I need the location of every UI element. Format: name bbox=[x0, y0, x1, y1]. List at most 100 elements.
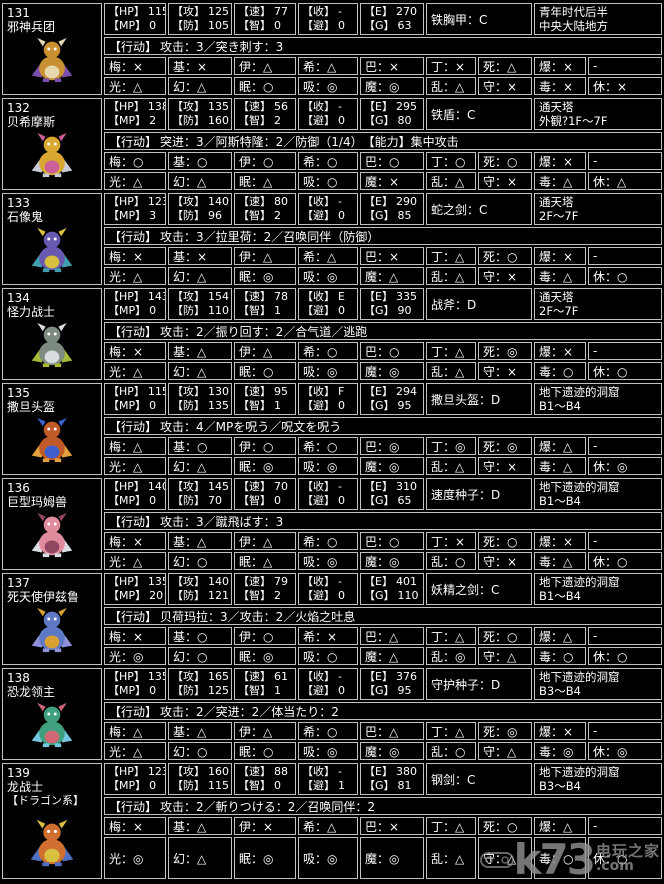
resist-bagi-cell: 巴：○ bbox=[360, 342, 424, 360]
resist-dein-cell: 丁：○ bbox=[426, 152, 476, 170]
resist-hyado-cell: 希：○ bbox=[298, 152, 358, 170]
location-cell: 通天塔 外観?1F～7F bbox=[534, 98, 662, 130]
atk-label: 【攻】 bbox=[172, 765, 205, 778]
def-value: 96 bbox=[208, 209, 222, 222]
monster-info-cell: 135 撒旦头盔 bbox=[2, 383, 102, 475]
exp-value: 295 bbox=[395, 100, 417, 113]
spd-line: 【速】 56 bbox=[238, 100, 292, 114]
int-value: 1 bbox=[274, 684, 281, 697]
exp-value: 401 bbox=[395, 575, 417, 588]
monster-name: 龙战士 bbox=[7, 780, 44, 794]
atk-label: 【攻】 bbox=[172, 385, 205, 398]
resist-hyado-cell: 希：○ bbox=[298, 342, 358, 360]
mp-label: 【MP】 bbox=[108, 209, 147, 222]
gold-label: 【G】 bbox=[364, 209, 395, 222]
resist-illusion-cell: 幻：△ bbox=[168, 172, 232, 190]
hp-label: 【HP】 bbox=[108, 575, 145, 588]
exp-label: 【E】 bbox=[364, 100, 393, 113]
resist-poison-cell: 毒：○ bbox=[534, 362, 586, 380]
spd-value: 77 bbox=[274, 5, 288, 18]
location-cell: 地下遗迹的洞窟 B1～B4 bbox=[534, 573, 662, 605]
int-label: 【智】 bbox=[238, 494, 271, 507]
collect-label: 【收】 bbox=[302, 670, 335, 683]
int-line: 【智】 0 bbox=[238, 779, 292, 793]
resist-gira-cell: 基：△ bbox=[168, 722, 232, 740]
resist-sleep-cell: 眠：△ bbox=[234, 552, 296, 570]
drop-item-cell: 守护种子：D bbox=[426, 668, 532, 700]
mp-label: 【MP】 bbox=[108, 779, 147, 792]
spd-value: 78 bbox=[274, 290, 288, 303]
atk-label: 【攻】 bbox=[172, 480, 205, 493]
resist-gira-cell: 基：△ bbox=[168, 817, 232, 835]
dodge-value: 0 bbox=[338, 19, 345, 32]
resist-absorb-cell: 吸：○ bbox=[298, 647, 358, 665]
mp-line: 【MP】 3 bbox=[108, 209, 162, 223]
int-label: 【智】 bbox=[238, 114, 271, 127]
monster-name: 怪力战士 bbox=[7, 305, 56, 319]
resist-rest-cell: 休：○ bbox=[588, 647, 662, 665]
drop-item-cell: 钢剑：C bbox=[426, 763, 532, 795]
resist-hyado-cell: 希：△ bbox=[298, 817, 358, 835]
stat-spd-int-cell: 【速】 61 【智】 1 bbox=[234, 668, 296, 700]
atk-line: 【攻】 145 bbox=[172, 480, 229, 494]
resist-hyado-cell: 希：○ bbox=[298, 437, 358, 455]
hp-line: 【HP】138 bbox=[108, 100, 165, 114]
gold-label: 【G】 bbox=[364, 399, 395, 412]
def-value: 121 bbox=[208, 589, 229, 602]
collect-label: 【收】 bbox=[302, 480, 335, 493]
resist-dash-cell: - bbox=[588, 437, 662, 455]
resist-rest-cell: 休：○ bbox=[588, 837, 662, 879]
resist-light-cell: 光：◎ bbox=[104, 837, 166, 879]
resist-rest-cell: 休：○ bbox=[588, 552, 662, 570]
resist-sleep-cell: 眠：△ bbox=[234, 172, 296, 190]
drop-item-cell: 蛇之剑：C bbox=[426, 193, 532, 225]
gold-line: 【G】 95 bbox=[364, 399, 420, 413]
resist-bagi-cell: 巴：× bbox=[360, 247, 424, 265]
resist-gira-cell: 基：△ bbox=[168, 342, 232, 360]
gold-label: 【G】 bbox=[364, 779, 395, 792]
gold-value: 65 bbox=[397, 494, 412, 507]
stat-atk-def-cell: 【攻】 145 【防】 70 bbox=[168, 478, 232, 510]
resist-poison-cell: 毒：△ bbox=[534, 552, 586, 570]
location-cell: 通天塔 2F～7F bbox=[534, 193, 662, 225]
def-label: 【防】 bbox=[172, 19, 205, 32]
atk-label: 【攻】 bbox=[172, 195, 205, 208]
spd-value: 79 bbox=[274, 575, 288, 588]
location-cell: 地下遗迹的洞窟 B1～B4 bbox=[534, 478, 662, 510]
resist-bomb-cell: 爆：△ bbox=[534, 437, 586, 455]
location-line1: 通天塔 bbox=[539, 290, 574, 304]
dodge-value: 1 bbox=[338, 779, 345, 792]
stat-exp-gold-cell: 【E】 380 【G】 81 bbox=[360, 763, 424, 795]
stat-atk-def-cell: 【攻】 140 【防】 96 bbox=[168, 193, 232, 225]
resist-dash-cell: - bbox=[588, 532, 662, 550]
spd-line: 【速】 80 bbox=[238, 195, 292, 209]
resist-death-cell: 死：◎ bbox=[478, 437, 532, 455]
hp-line: 【HP】123 bbox=[108, 765, 165, 779]
gold-value: 110 bbox=[397, 589, 419, 602]
resist-gira-cell: 基：△ bbox=[168, 532, 232, 550]
resist-magic-cell: 魔：◎ bbox=[360, 77, 424, 95]
resist-light-cell: 光：△ bbox=[104, 77, 166, 95]
dodge-label: 【避】 bbox=[302, 684, 335, 697]
mp-line: 【MP】 20 bbox=[108, 589, 163, 603]
def-label: 【防】 bbox=[172, 684, 205, 697]
resist-gira-cell: 基：○ bbox=[168, 152, 232, 170]
def-line: 【防】 125 bbox=[172, 684, 229, 698]
stat-spd-int-cell: 【速】 56 【智】 2 bbox=[234, 98, 296, 130]
mp-value: 3 bbox=[149, 209, 157, 222]
gold-value: 95 bbox=[397, 684, 412, 697]
stat-collect-dodge-cell: 【收】 E 【避】 0 bbox=[298, 288, 358, 320]
resist-rest-cell: 休：◎ bbox=[588, 742, 662, 760]
action-cell: 【行动】 攻击：2／突进：2／体当たり：2 bbox=[104, 702, 662, 720]
stat-hp-mp-cell: 【HP】123 【MP】0 bbox=[104, 763, 166, 795]
atk-value: 125 bbox=[208, 5, 229, 18]
dodge-line: 【避】 0 bbox=[302, 684, 354, 698]
def-value: 70 bbox=[208, 494, 222, 507]
drop-item-cell: 铁胸甲：C bbox=[426, 3, 532, 35]
monster-number: 132 bbox=[7, 101, 30, 115]
def-line: 【防】 160 bbox=[172, 114, 229, 128]
resist-bomb-cell: 爆：× bbox=[534, 247, 586, 265]
monster-number: 131 bbox=[7, 6, 30, 20]
stat-atk-def-cell: 【攻】 130 【防】 135 bbox=[168, 383, 232, 415]
stat-atk-def-cell: 【攻】 160 【防】 115 bbox=[168, 763, 232, 795]
